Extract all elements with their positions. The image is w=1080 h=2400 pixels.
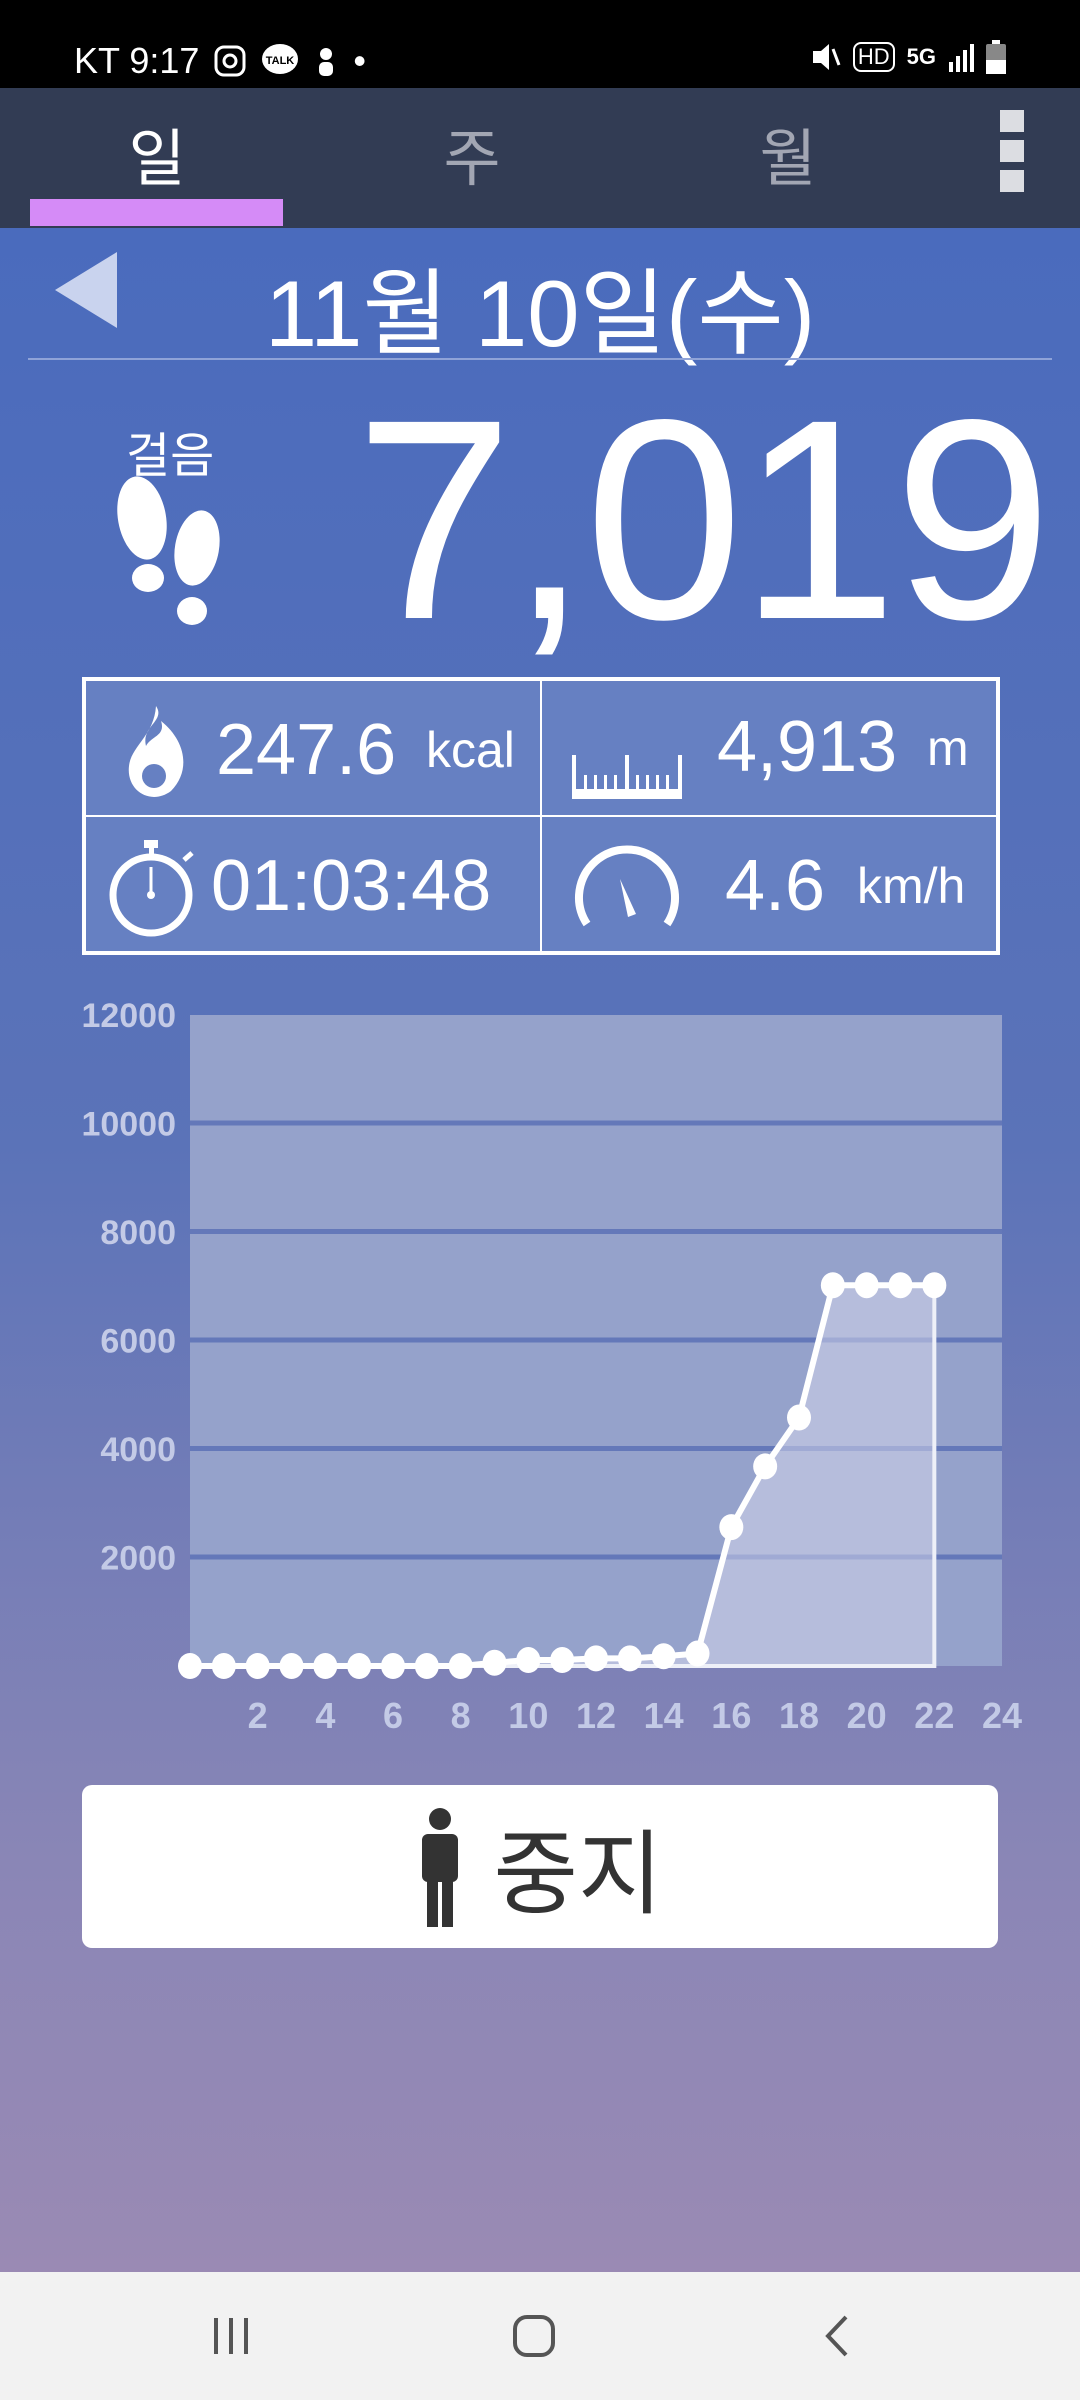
- data-point: [516, 1647, 541, 1674]
- x-tick-label: 6: [383, 1695, 403, 1736]
- data-point: [753, 1453, 778, 1480]
- person-icon: [422, 1807, 459, 1927]
- carrier-time: KT 9:17: [74, 40, 200, 81]
- data-point: [820, 1272, 845, 1299]
- y-tick-label: 12000: [81, 997, 176, 1035]
- back-icon[interactable]: [822, 2314, 852, 2358]
- data-point: [854, 1272, 879, 1299]
- home-icon[interactable]: [512, 2314, 556, 2358]
- distance-cell: 4,913 m: [541, 680, 997, 816]
- data-point: [347, 1653, 372, 1679]
- steps-label: 걸음: [126, 430, 215, 483]
- calories-cell: 247.6 kcal: [85, 680, 541, 816]
- main-content: 11월 10일(수) 걸음 7,019 247.6 kcal 4,913 m 0…: [0, 228, 1080, 2272]
- data-point: [381, 1653, 405, 1679]
- divider: [28, 358, 1052, 360]
- x-tick-label: 24: [982, 1695, 1022, 1736]
- previous-day-icon[interactable]: [55, 252, 117, 328]
- duration-cell: 01:03:48: [85, 816, 541, 952]
- x-tick-label: 14: [644, 1695, 684, 1736]
- status-bar: KT 9:17 TALK • HD 5G: [0, 0, 1080, 88]
- dot-icon: •: [353, 40, 367, 81]
- tab-day[interactable]: 일: [128, 125, 186, 194]
- data-point: [651, 1643, 676, 1670]
- data-point: [245, 1653, 270, 1679]
- gridline: [190, 1229, 1002, 1234]
- data-point: [550, 1647, 575, 1674]
- data-point: [178, 1653, 202, 1679]
- x-tick-label: 16: [711, 1695, 751, 1736]
- y-tick-label: 2000: [100, 1540, 176, 1578]
- data-point: [922, 1272, 947, 1299]
- data-point: [313, 1653, 338, 1679]
- data-point: [685, 1640, 710, 1667]
- flame-icon: [128, 706, 184, 797]
- app-icon: [319, 48, 334, 76]
- distance-value: 4,913: [717, 707, 898, 787]
- recent-apps-icon[interactable]: [212, 2316, 252, 2356]
- data-point: [279, 1653, 304, 1679]
- kakaotalk-icon: TALK: [262, 44, 299, 74]
- data-point: [414, 1653, 439, 1679]
- y-tick-label: 10000: [81, 1106, 176, 1144]
- mute-icon: [812, 44, 841, 70]
- y-tick-label: 6000: [100, 1323, 176, 1361]
- x-tick-label: 12: [576, 1695, 616, 1736]
- tab-month[interactable]: 월: [759, 125, 817, 194]
- x-tick-label: 22: [914, 1695, 954, 1736]
- gridline: [190, 1446, 1002, 1451]
- signal-icon: [949, 44, 974, 72]
- speed-cell: 4.6 km/h: [541, 816, 997, 952]
- speed-value: 4.6: [725, 846, 826, 926]
- speed-unit: km/h: [857, 858, 966, 914]
- svg-text:TALK: TALK: [266, 55, 295, 67]
- x-tick-label: 20: [847, 1695, 887, 1736]
- navigation-bar: [0, 2272, 1080, 2400]
- date-title: 11월 10일(수): [264, 261, 816, 366]
- calories-unit: kcal: [426, 722, 515, 778]
- tab-week[interactable]: 주: [443, 125, 501, 194]
- stats-grid: 247.6 kcal 4,913 m 01:03:48 4.6 km/h: [82, 677, 1000, 955]
- stopwatch-icon: [109, 840, 194, 937]
- data-point: [211, 1653, 236, 1679]
- 5g-icon: 5G: [906, 44, 936, 69]
- data-point: [719, 1514, 744, 1541]
- tab-bar: 일 주 월: [0, 88, 1080, 228]
- data-point: [482, 1649, 507, 1676]
- data-point: [448, 1653, 473, 1679]
- y-tick-label: 8000: [100, 1214, 176, 1252]
- ruler-icon: [572, 755, 682, 799]
- stop-button[interactable]: 중지: [82, 1785, 998, 1948]
- footprints-icon: [117, 476, 220, 625]
- battery-icon: [986, 40, 1006, 74]
- stop-label: 중지: [493, 1824, 663, 1926]
- instagram-icon: [214, 45, 246, 77]
- gridline: [190, 1120, 1002, 1126]
- data-point: [787, 1404, 811, 1431]
- step-count: 7,019: [355, 361, 1052, 679]
- data-point: [888, 1272, 913, 1299]
- speedometer-icon: [575, 845, 679, 927]
- y-tick-label: 4000: [100, 1431, 176, 1469]
- hd-voice-icon: HD: [852, 42, 895, 72]
- data-point: [584, 1645, 608, 1672]
- more-menu-icon[interactable]: [1000, 110, 1026, 200]
- x-tick-label: 8: [451, 1695, 471, 1736]
- tab-indicator: [30, 199, 283, 226]
- data-point: [617, 1645, 642, 1672]
- gridline: [190, 1337, 1002, 1343]
- x-tick-label: 4: [315, 1695, 335, 1736]
- x-tick-label: 2: [248, 1695, 268, 1736]
- duration-value: 01:03:48: [211, 846, 492, 926]
- distance-unit: m: [927, 720, 969, 776]
- gridline: [190, 1554, 1002, 1560]
- x-tick-label: 18: [779, 1695, 819, 1736]
- calories-value: 247.6: [216, 710, 397, 790]
- x-tick-label: 10: [508, 1695, 548, 1736]
